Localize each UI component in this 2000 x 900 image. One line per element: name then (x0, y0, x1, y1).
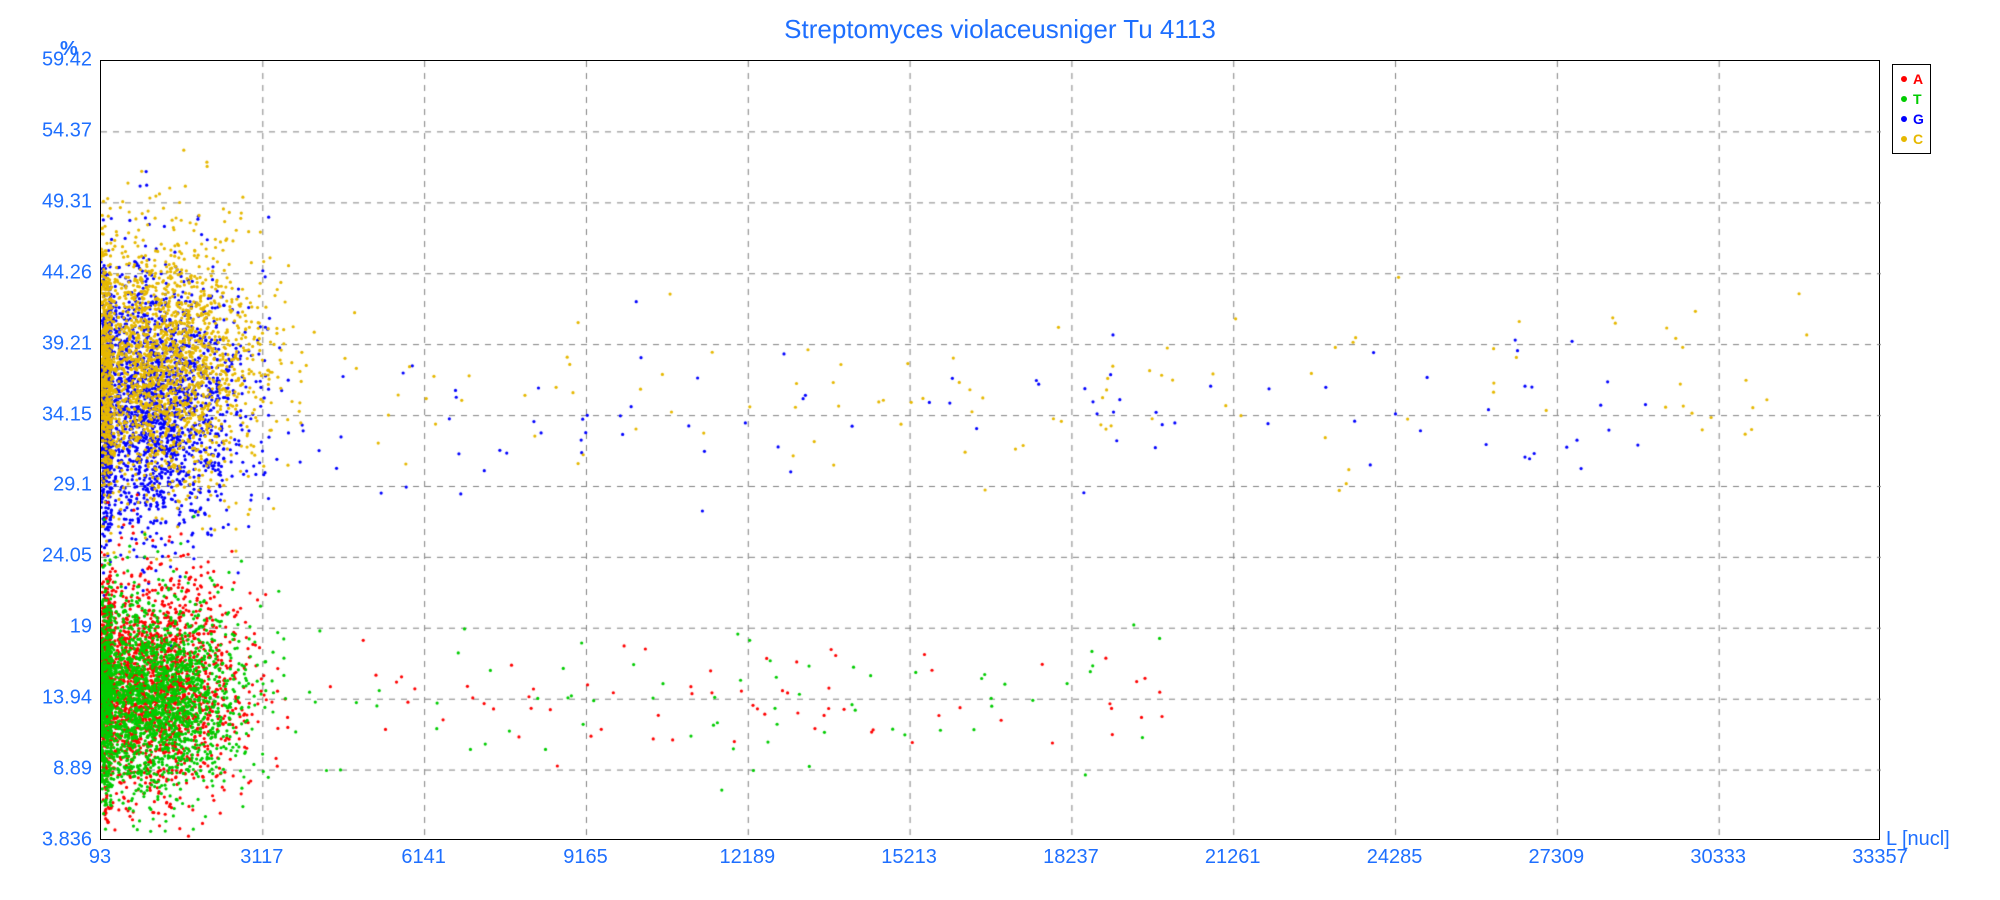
legend-marker-icon (1901, 116, 1907, 122)
x-tick-label: 27309 (1529, 846, 1585, 869)
x-tick-label: 3117 (240, 846, 283, 869)
legend-label: T (1913, 91, 1922, 107)
legend: ATGC (1892, 64, 1931, 154)
y-tick-label: 44.26 (22, 261, 92, 284)
y-tick-label: 24.05 (22, 545, 92, 568)
x-tick-label: 9165 (563, 846, 608, 869)
x-tick-label: 93 (89, 846, 111, 869)
y-tick-label: 3.836 (22, 829, 92, 852)
x-tick-label: 30333 (1690, 846, 1746, 869)
legend-item: G (1899, 109, 1924, 129)
legend-label: A (1913, 71, 1923, 87)
legend-label: G (1913, 111, 1924, 127)
y-tick-label: 8.89 (22, 758, 92, 781)
x-tick-label: 21261 (1205, 846, 1261, 869)
legend-item: T (1899, 89, 1924, 109)
x-tick-label: 18237 (1043, 846, 1099, 869)
x-tick-label: 15213 (881, 846, 937, 869)
y-tick-label: 59.42 (22, 49, 92, 72)
legend-marker-icon (1901, 76, 1907, 82)
x-tick-label: 33357 (1852, 846, 1908, 869)
x-tick-label: 12189 (719, 846, 775, 869)
x-tick-label: 6141 (401, 846, 446, 869)
plot-area (100, 60, 1880, 840)
x-tick-label: 24285 (1367, 846, 1423, 869)
chart-title: Streptomyces violaceusniger Tu 4113 (0, 14, 2000, 45)
scatter-canvas (101, 61, 1881, 841)
legend-item: C (1899, 129, 1924, 149)
y-tick-label: 29.1 (22, 474, 92, 497)
legend-item: A (1899, 69, 1924, 89)
legend-marker-icon (1901, 96, 1907, 102)
chart-container: Streptomyces violaceusniger Tu 4113 % L … (0, 0, 2000, 900)
legend-label: C (1913, 131, 1923, 147)
y-tick-label: 54.37 (22, 119, 92, 142)
y-tick-label: 39.21 (22, 332, 92, 355)
y-tick-label: 34.15 (22, 403, 92, 426)
legend-marker-icon (1901, 136, 1907, 142)
y-tick-label: 13.94 (22, 687, 92, 710)
y-tick-label: 19 (22, 616, 92, 639)
y-tick-label: 49.31 (22, 190, 92, 213)
